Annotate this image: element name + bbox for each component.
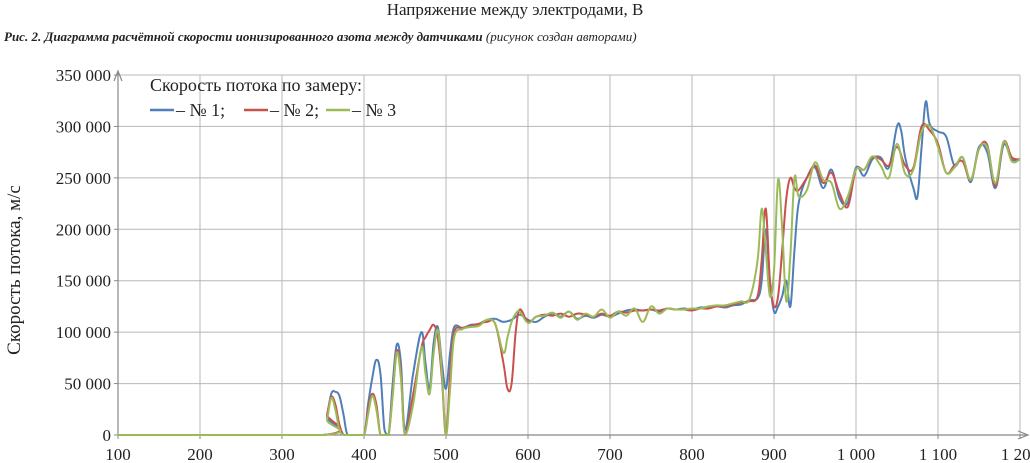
y-tick-label: 0: [103, 426, 112, 445]
y-tick-label: 200 000: [56, 220, 111, 239]
x-tick-label: 100: [105, 445, 131, 463]
x-tick-label: 900: [761, 445, 787, 463]
caption-note: (рисунок создан авторами): [485, 29, 637, 44]
x-tick-label: 800: [679, 445, 705, 463]
x-tick-label: 300: [269, 445, 295, 463]
series-line-2: [118, 122, 1021, 437]
top-axis-title: Напряжение между электродами, В: [386, 0, 644, 19]
legend-label-1: – № 1;: [175, 100, 225, 120]
legend-title: Скорость потока по замеру:: [150, 75, 362, 95]
x-tick-label: 200: [187, 445, 213, 463]
x-tick-label: 1 100: [919, 445, 957, 463]
y-tick-label: 350 000: [56, 66, 111, 85]
legend-label-3: – № 3: [351, 100, 396, 120]
tick-labels: 100 200 300 400 500 600 700 800 900 1 000 1 100 1 2…: [56, 66, 1030, 463]
x-tick-label: 600: [515, 445, 541, 463]
x-axis-arrow: [1017, 430, 1030, 440]
x-tick-label: 400: [351, 445, 377, 463]
x-tick-label: 1 200: [1001, 445, 1030, 463]
grid: [118, 74, 1021, 435]
y-tick-label: 300 000: [56, 117, 111, 136]
series-lines: [118, 100, 1021, 437]
x-tick-label: 700: [597, 445, 623, 463]
figure-caption: Рис. 2. Диаграмма расчётной скорости ион…: [4, 29, 637, 45]
x-tick-label: 500: [433, 445, 459, 463]
legend-label-2: – № 2;: [269, 100, 319, 120]
y-tick-label: 250 000: [56, 169, 111, 188]
series-line-3: [118, 123, 1021, 437]
series-line-1: [118, 100, 1021, 437]
y-axis-arrow: [113, 69, 123, 82]
y-tick-label: 100 000: [56, 323, 111, 342]
legend: Скорость потока по замеру: – № 1; – № 2; –…: [150, 75, 396, 120]
y-axis-title: Скорость потока, м/с: [4, 185, 25, 355]
y-tick-label: 150 000: [56, 272, 111, 291]
x-tick-label: 1 000: [837, 445, 875, 463]
y-tick-label: 50 000: [64, 375, 111, 394]
caption-main: Рис. 2. Диаграмма расчётной скорости ион…: [4, 29, 483, 44]
